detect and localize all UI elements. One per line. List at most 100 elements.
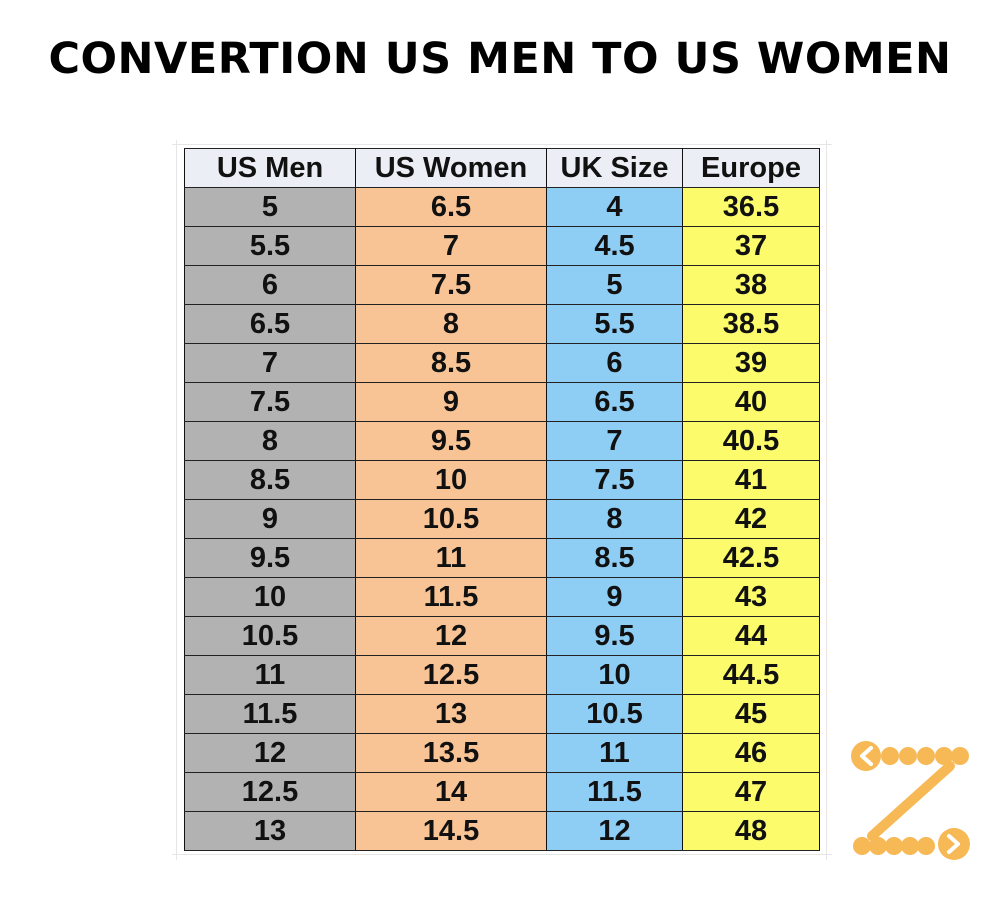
cell-us-men: 8 [184,421,356,461]
cell-us-women: 10 [355,460,547,500]
cell-uk-size: 9.5 [546,616,683,656]
cell-europe: 47 [682,772,820,812]
cell-us-women: 14 [355,772,547,812]
header-us-men: US Men [184,148,356,188]
table-row: 7.5 9 6.5 40 [184,382,820,422]
logo-diagonal [867,761,955,841]
table-body: 5 6.5 4 36.5 5.5 7 4.5 37 6 7.5 5 38 6.5 8 5.5 38.5 7 8.5… [184,187,820,851]
cell-us-women: 12 [355,616,547,656]
table-row: 5.5 7 4.5 37 [184,226,820,266]
cell-uk-size: 7.5 [546,460,683,500]
cell-europe: 38.5 [682,304,820,344]
cell-uk-size: 11 [546,733,683,773]
logo-dot [885,837,903,855]
cell-us-women: 7.5 [355,265,547,305]
size-conversion-table: US Men US Women UK Size Europe 5 6.5 4 36.5… [184,148,820,851]
cell-us-men: 6.5 [184,304,356,344]
logo-dot [881,747,899,765]
cell-uk-size: 4 [546,187,683,227]
cell-us-women: 8 [355,304,547,344]
cell-europe: 48 [682,811,820,851]
cell-us-women: 13.5 [355,733,547,773]
logo-dot [935,747,953,765]
table-row: 7 8.5 6 39 [184,343,820,383]
cell-europe: 44.5 [682,655,820,695]
table-header-row: US Men US Women UK Size Europe [184,148,820,188]
cell-us-men: 5.5 [184,226,356,266]
cell-europe: 39 [682,343,820,383]
table-row: 11.5 13 10.5 45 [184,694,820,734]
cell-us-men: 10 [184,577,356,617]
table-row: 8.5 10 7.5 41 [184,460,820,500]
cell-uk-size: 10.5 [546,694,683,734]
cell-us-men: 13 [184,811,356,851]
cell-uk-size: 8 [546,499,683,539]
cell-us-women: 6.5 [355,187,547,227]
cell-us-men: 8.5 [184,460,356,500]
table-row: 9 10.5 8 42 [184,499,820,539]
table-row: 8 9.5 7 40.5 [184,421,820,461]
header-europe: Europe [682,148,820,188]
table-row: 12.5 14 11.5 47 [184,772,820,812]
logo-arrow-circle-left [851,741,881,771]
cell-europe: 38 [682,265,820,305]
table-row: 13 14.5 12 48 [184,811,820,851]
cell-us-women: 8.5 [355,343,547,383]
table-row: 11 12.5 10 44.5 [184,655,820,695]
cell-uk-size: 8.5 [546,538,683,578]
table-row: 5 6.5 4 36.5 [184,187,820,227]
cell-us-men: 11 [184,655,356,695]
cell-uk-size: 5.5 [546,304,683,344]
logo-dot [853,837,871,855]
cell-us-men: 9.5 [184,538,356,578]
spreadsheet-area: US Men US Women UK Size Europe 5 6.5 4 36.5… [172,140,832,860]
table-row: 9.5 11 8.5 42.5 [184,538,820,578]
cell-uk-size: 9 [546,577,683,617]
cell-us-men: 10.5 [184,616,356,656]
logo-dot [917,837,935,855]
cell-europe: 36.5 [682,187,820,227]
cell-uk-size: 7 [546,421,683,461]
cell-europe: 43 [682,577,820,617]
cell-us-men: 5 [184,187,356,227]
cell-us-women: 11.5 [355,577,547,617]
cell-us-men: 7 [184,343,356,383]
cell-us-men: 12.5 [184,772,356,812]
page-title: CONVERTION US MEN TO US WOMEN [48,34,952,84]
cell-us-men: 11.5 [184,694,356,734]
table-row: 12 13.5 11 46 [184,733,820,773]
cell-us-men: 12 [184,733,356,773]
cell-europe: 45 [682,694,820,734]
cell-us-women: 10.5 [355,499,547,539]
cell-us-men: 6 [184,265,356,305]
cell-us-men: 7.5 [184,382,356,422]
table-row: 10 11.5 9 43 [184,577,820,617]
cell-uk-size: 6 [546,343,683,383]
cell-us-men: 9 [184,499,356,539]
chevron-right-icon [947,834,960,854]
cell-uk-size: 11.5 [546,772,683,812]
table-row: 6 7.5 5 38 [184,265,820,305]
cell-uk-size: 5 [546,265,683,305]
cell-uk-size: 6.5 [546,382,683,422]
cell-uk-size: 10 [546,655,683,695]
logo-dot [917,747,935,765]
table-row: 6.5 8 5.5 38.5 [184,304,820,344]
cell-us-women: 7 [355,226,547,266]
logo-dot [899,747,917,765]
header-uk-size: UK Size [546,148,683,188]
chevron-left-icon [860,746,873,766]
cell-europe: 42 [682,499,820,539]
cell-europe: 44 [682,616,820,656]
z-logo-icon [851,741,970,860]
logo-dot [869,837,887,855]
cell-europe: 37 [682,226,820,266]
cell-us-women: 11 [355,538,547,578]
cell-us-women: 13 [355,694,547,734]
cell-europe: 42.5 [682,538,820,578]
logo-arrow-circle-right [938,828,970,860]
cell-europe: 40 [682,382,820,422]
logo-dot [901,837,919,855]
cell-uk-size: 12 [546,811,683,851]
cell-us-women: 9 [355,382,547,422]
